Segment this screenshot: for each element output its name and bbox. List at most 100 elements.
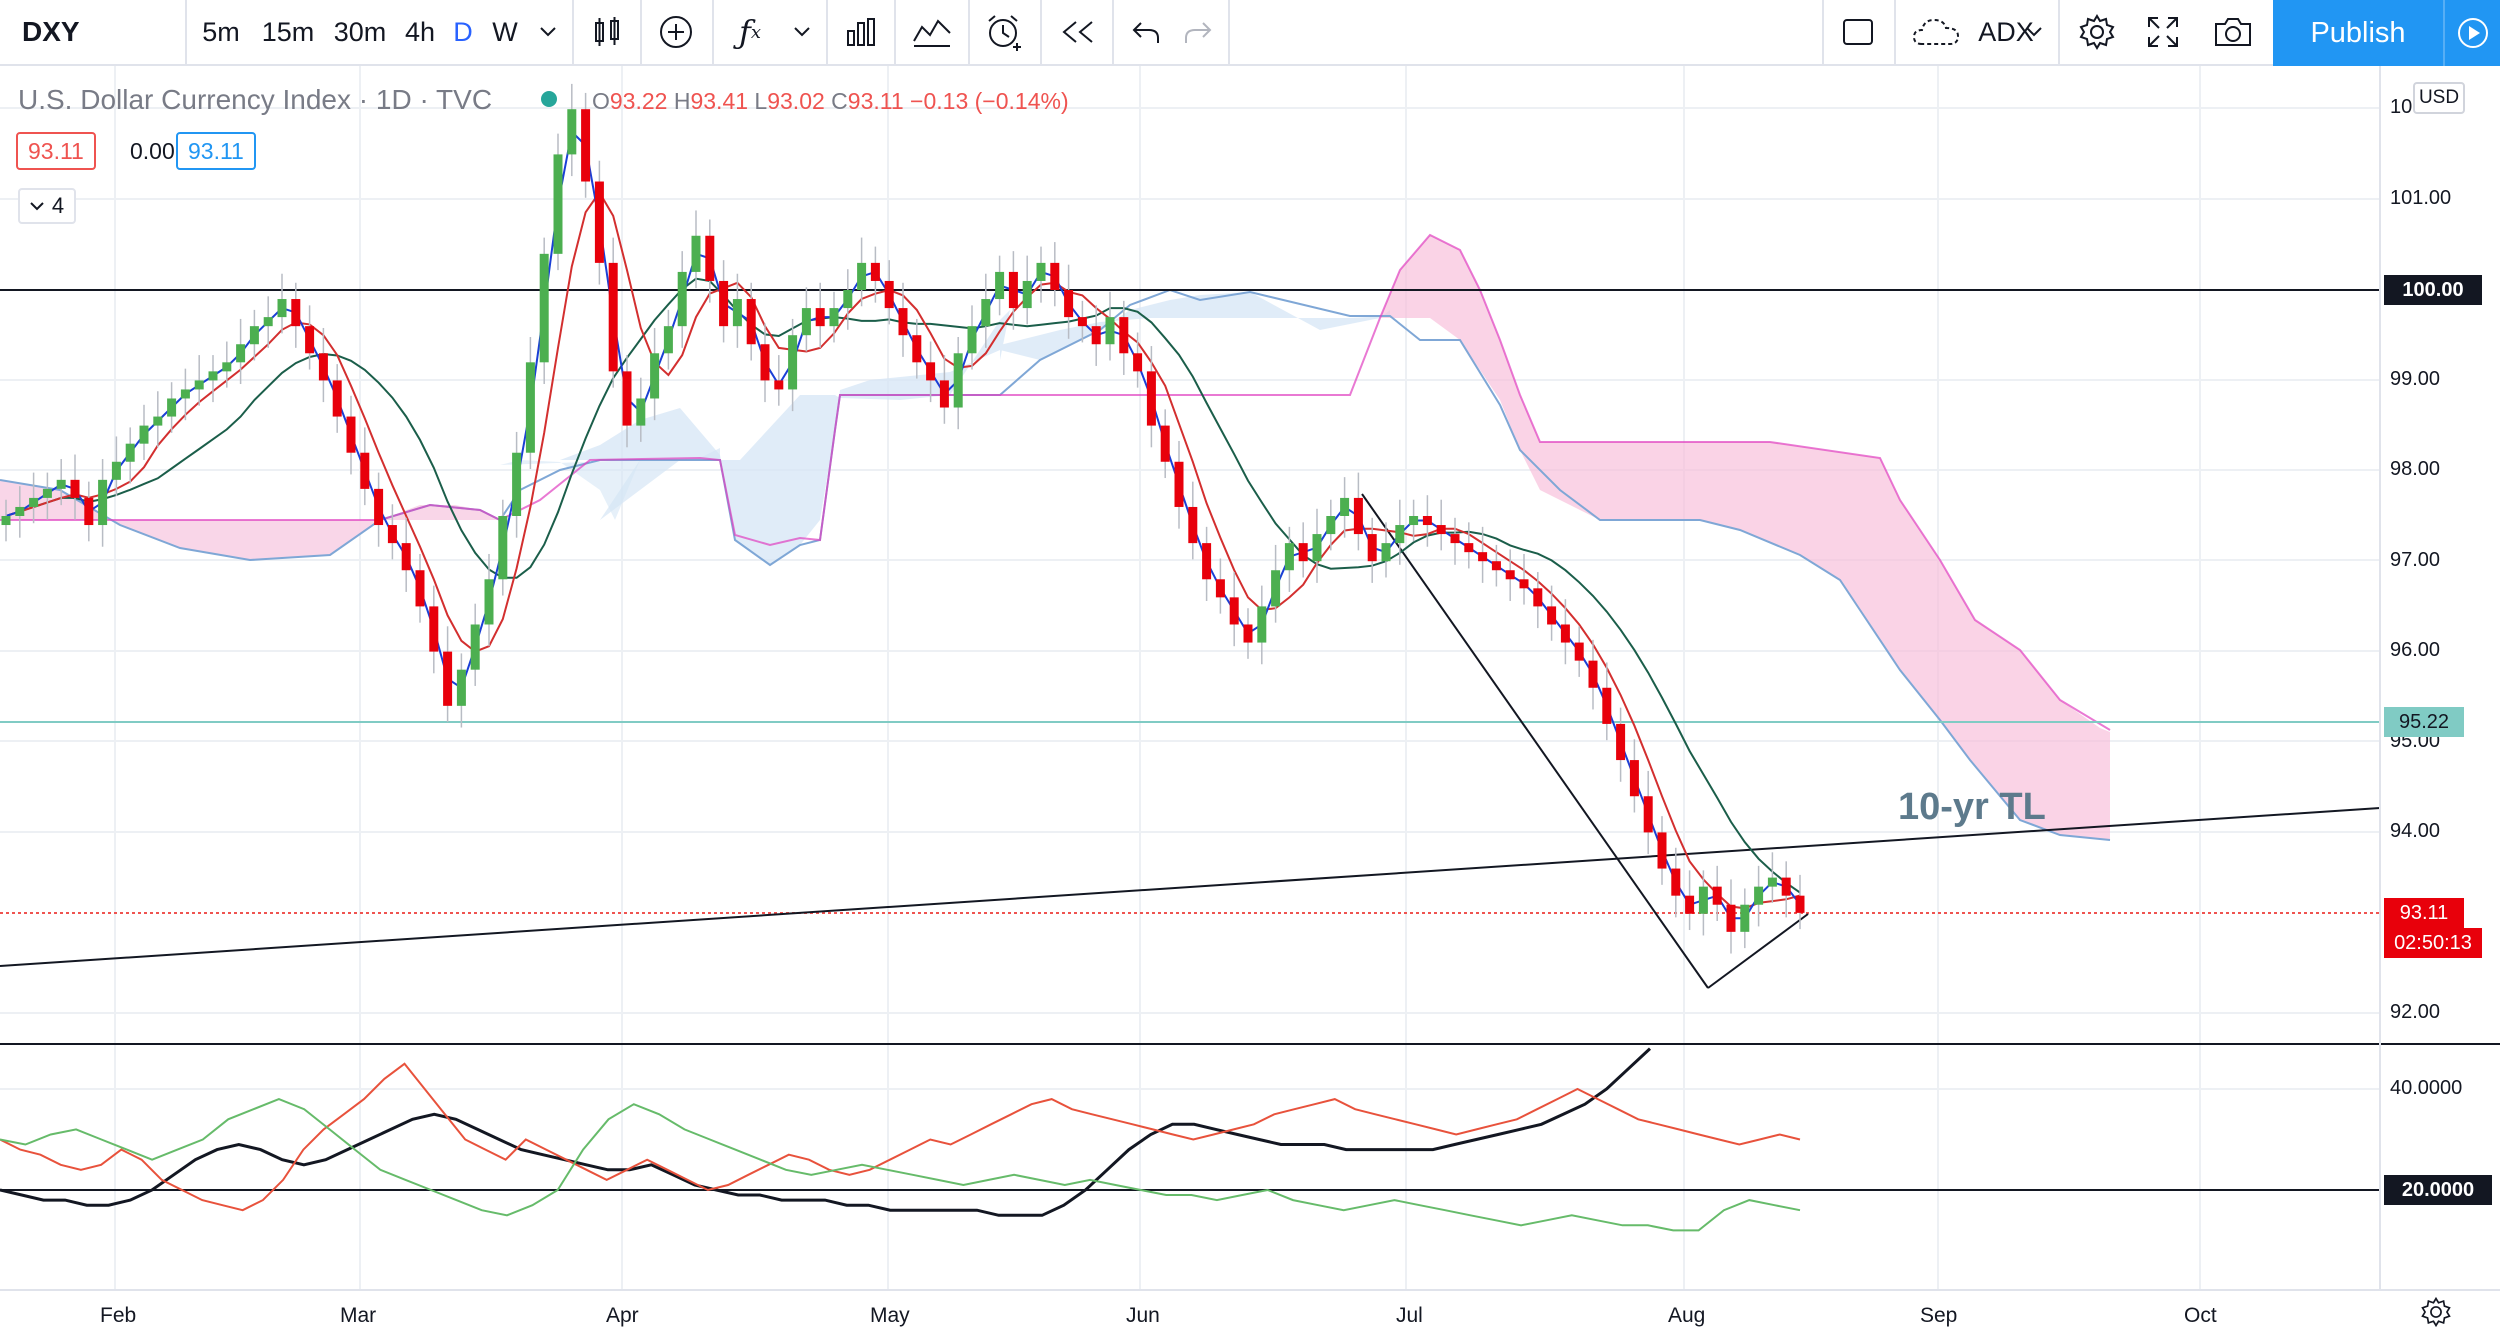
timeframe-4h[interactable]: 4h <box>404 16 436 47</box>
ohlc-readout: O93.22 H93.41 L93.02 C93.11 −0.13 (−0.14… <box>592 88 1069 114</box>
symbol-search[interactable]: DXY <box>22 16 80 47</box>
time-axis-label: Sep <box>1920 1304 1958 1327</box>
time-axis-label: Feb <box>100 1304 137 1327</box>
publish-button[interactable]: Publish <box>2273 0 2443 66</box>
toolbar-divider <box>894 0 896 64</box>
candle-body <box>1174 461 1184 507</box>
time-axis-label: Apr <box>606 1304 639 1327</box>
candle-body <box>870 262 880 281</box>
candle-body <box>1616 723 1626 761</box>
candle-body <box>995 271 1005 300</box>
candle-body <box>691 235 701 272</box>
candle-body <box>622 371 632 426</box>
redo-icon[interactable] <box>1174 0 1222 64</box>
candle-body <box>305 326 315 354</box>
candle-body <box>1119 317 1129 354</box>
price-chart-canvas[interactable] <box>0 66 2500 1335</box>
candle-body <box>719 280 729 327</box>
toolbar-divider <box>572 0 574 64</box>
candle-body <box>1505 570 1515 580</box>
bar-style-icon[interactable] <box>836 0 886 64</box>
cloud-icon[interactable] <box>1906 0 1966 64</box>
chevron-down-icon[interactable] <box>784 0 820 64</box>
candle-body <box>1767 877 1777 887</box>
candle-body <box>1 516 11 526</box>
candle-body <box>456 669 466 706</box>
candle-body <box>1533 588 1543 607</box>
slow-moving-average <box>5 277 1801 894</box>
rectangle-icon[interactable] <box>1832 0 1884 64</box>
candle-body <box>498 516 508 580</box>
timeframe-d[interactable]: D <box>453 16 473 47</box>
timeframe-15m[interactable]: 15m <box>261 16 315 47</box>
open-value: 93.22 <box>609 88 668 114</box>
chart-compare-icon[interactable] <box>904 0 960 64</box>
play-icon[interactable] <box>2443 0 2500 66</box>
candle-body <box>1064 290 1074 318</box>
candle-body <box>1574 642 1584 661</box>
candle-body <box>677 271 687 327</box>
undo-icon[interactable] <box>1122 0 1170 64</box>
candle-body <box>581 109 591 182</box>
candle-body <box>360 452 370 489</box>
candle-body <box>1740 904 1750 932</box>
candle-body <box>332 380 342 417</box>
candle-body <box>981 299 991 327</box>
timeframe-5m[interactable]: 5m <box>202 16 240 47</box>
indicator-selector[interactable]: ADX <box>1978 16 2034 47</box>
camera-icon[interactable] <box>2204 0 2262 64</box>
candlestick-icon[interactable] <box>582 0 632 64</box>
downtrend-line[interactable] <box>1361 493 1709 989</box>
candle-body <box>843 290 853 309</box>
candle-body <box>801 308 811 336</box>
candle-body <box>732 299 742 327</box>
bar-countdown-tag: 02:50:13 <box>2384 928 2482 958</box>
candle-body <box>111 461 121 480</box>
timeframe-w[interactable]: W <box>492 16 518 47</box>
candle-body <box>1160 425 1170 462</box>
candle-body <box>167 398 177 417</box>
ten-year-trendline[interactable] <box>0 807 2381 967</box>
adx-axis-label: 40.0000 <box>2390 1077 2463 1099</box>
alarm-icon[interactable] <box>978 0 1032 64</box>
indicators-toggle[interactable]: 4 <box>18 188 76 224</box>
toolbar-divider <box>2058 0 2060 64</box>
candle-body <box>1326 516 1336 535</box>
replay-icon[interactable] <box>1052 0 1104 64</box>
candle-body <box>236 344 246 363</box>
support-trendline[interactable] <box>1707 913 1809 989</box>
chevron-down-icon[interactable] <box>530 0 566 64</box>
candle-body <box>249 326 259 345</box>
candle-body <box>1243 624 1253 643</box>
chevron-down-icon[interactable] <box>2016 0 2052 64</box>
toolbar-divider <box>185 0 187 64</box>
candle-body <box>1547 606 1557 625</box>
toolbar-divider <box>1228 0 1230 64</box>
price-axis-label: 98.00 <box>2390 458 2441 480</box>
change-value: −0.13 (−0.14%) <box>910 88 1069 114</box>
candle-body <box>912 335 922 363</box>
trendline-annotation[interactable]: 10-yr TL <box>1898 786 2046 828</box>
candle-body <box>594 181 604 263</box>
candle-body <box>567 109 577 155</box>
candle-body <box>884 280 894 309</box>
candle-body <box>1519 579 1529 589</box>
plus-circle-icon[interactable] <box>650 0 702 64</box>
candle-body <box>926 362 936 381</box>
timeframe-30m[interactable]: 30m <box>333 16 387 47</box>
toolbar-divider <box>968 0 970 64</box>
fullscreen-icon[interactable] <box>2134 0 2192 64</box>
currency-badge[interactable]: USD <box>2413 82 2465 114</box>
candle-body <box>1657 832 1667 869</box>
candle-body <box>42 488 52 498</box>
candle-body <box>1560 624 1570 643</box>
gear-icon[interactable] <box>2068 0 2126 64</box>
candle-body <box>1422 516 1432 526</box>
axis-settings-gear-icon[interactable] <box>2420 1296 2452 1328</box>
level-9522-tag: 95.22 <box>2384 707 2464 737</box>
candle-body <box>1091 326 1101 345</box>
candle-body <box>70 479 80 498</box>
adx-level-20-tag: 20.0000 <box>2384 1175 2492 1205</box>
